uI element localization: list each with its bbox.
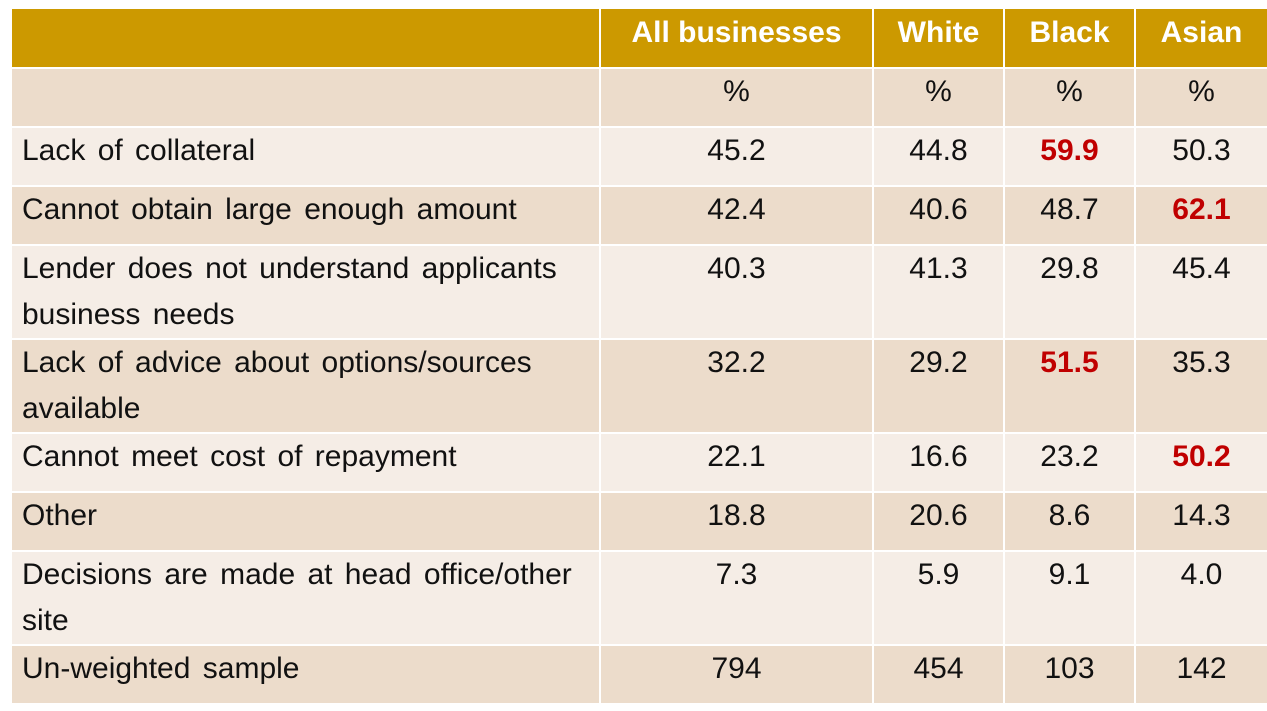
value-cell: 14.3 xyxy=(1134,491,1267,552)
row-label: Un-weighted sample xyxy=(10,644,601,705)
value-cell: 16.6 xyxy=(872,432,1005,493)
value-cell: 8.6 xyxy=(1003,491,1136,552)
table-row: Un-weighted sample 794 454 103 142 xyxy=(10,644,1267,705)
value-cell: 20.6 xyxy=(872,491,1005,552)
unit-cell: % xyxy=(1003,67,1136,128)
row-label: Decisions are made at head office/other … xyxy=(10,550,601,646)
table-row: Other 18.8 20.6 8.6 14.3 xyxy=(10,491,1267,552)
value-cell: 45.2 xyxy=(599,126,874,187)
value-cell: 142 xyxy=(1134,644,1267,705)
value-cell: 22.1 xyxy=(599,432,874,493)
header-row: All businesses White Black Asian xyxy=(10,7,1267,69)
value-cell: 5.9 xyxy=(872,550,1005,646)
table-body: % % % % Lack of collateral 45.2 44.8 59.9 50… xyxy=(10,67,1267,705)
table-row: Decisions are made at head office/other … xyxy=(10,550,1267,646)
value-cell: 40.3 xyxy=(599,244,874,340)
table-row: Lack of advice about options/sources ava… xyxy=(10,338,1267,434)
row-label: Cannot obtain large enough amount xyxy=(10,185,601,246)
value-cell: 45.4 xyxy=(1134,244,1267,340)
value-cell: 29.8 xyxy=(1003,244,1136,340)
value-cell: 40.6 xyxy=(872,185,1005,246)
table-row: Lack of collateral 45.2 44.8 59.9 50.3 xyxy=(10,126,1267,187)
row-label: Other xyxy=(10,491,601,552)
value-cell-highlighted: 62.1 xyxy=(1134,185,1267,246)
header-cell-asian: Asian xyxy=(1134,7,1267,69)
value-cell: 7.3 xyxy=(599,550,874,646)
unit-cell: % xyxy=(1134,67,1267,128)
unit-cell: % xyxy=(872,67,1005,128)
row-label: Lack of advice about options/sources ava… xyxy=(10,338,601,434)
header-cell-white: White xyxy=(872,7,1005,69)
value-cell: 50.3 xyxy=(1134,126,1267,187)
value-cell: 41.3 xyxy=(872,244,1005,340)
value-cell: 18.8 xyxy=(599,491,874,552)
header-cell-all-businesses: All businesses xyxy=(599,7,874,69)
value-cell-highlighted: 51.5 xyxy=(1003,338,1136,434)
value-cell: 454 xyxy=(872,644,1005,705)
unit-cell-blank xyxy=(10,67,601,128)
value-cell-highlighted: 50.2 xyxy=(1134,432,1267,493)
value-cell: 103 xyxy=(1003,644,1136,705)
value-cell: 35.3 xyxy=(1134,338,1267,434)
value-cell: 42.4 xyxy=(599,185,874,246)
header-cell-black: Black xyxy=(1003,7,1136,69)
unit-cell: % xyxy=(599,67,874,128)
row-label: Cannot meet cost of repayment xyxy=(10,432,601,493)
row-label: Lack of collateral xyxy=(10,126,601,187)
value-cell: 44.8 xyxy=(872,126,1005,187)
value-cell: 4.0 xyxy=(1134,550,1267,646)
table-row: Cannot meet cost of repayment 22.1 16.6 23.… xyxy=(10,432,1267,493)
row-label: Lender does not understand applicants bu… xyxy=(10,244,601,340)
table-row: Cannot obtain large enough amount 42.4 40.… xyxy=(10,185,1267,246)
value-cell: 29.2 xyxy=(872,338,1005,434)
unit-row: % % % % xyxy=(10,67,1267,128)
value-cell: 48.7 xyxy=(1003,185,1136,246)
value-cell: 9.1 xyxy=(1003,550,1136,646)
value-cell-highlighted: 59.9 xyxy=(1003,126,1136,187)
table-row: Lender does not understand applicants bu… xyxy=(10,244,1267,340)
header-cell-blank xyxy=(10,7,601,69)
value-cell: 23.2 xyxy=(1003,432,1136,493)
value-cell: 794 xyxy=(599,644,874,705)
value-cell: 32.2 xyxy=(599,338,874,434)
data-table: All businesses White Black Asian % % % %… xyxy=(10,7,1267,705)
